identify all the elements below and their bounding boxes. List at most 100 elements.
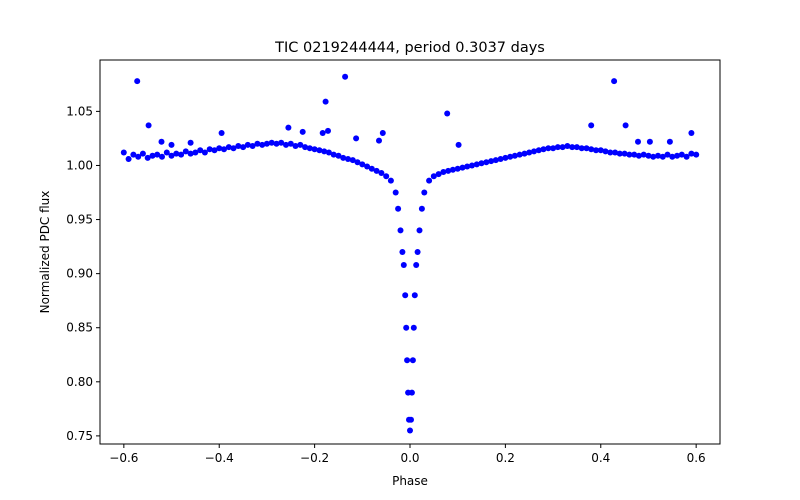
data-point	[139, 150, 146, 157]
data-point	[400, 262, 407, 268]
data-point	[359, 161, 366, 168]
data-point	[678, 151, 685, 158]
data-point	[373, 167, 380, 174]
chart-title: TIC 0219244444, period 0.3037 days	[274, 40, 545, 56]
x-tick-label: 0.2	[496, 451, 515, 465]
data-point	[158, 138, 165, 145]
data-point	[353, 135, 360, 142]
data-point	[444, 110, 451, 117]
x-tick-label: 0.0	[400, 451, 419, 465]
data-point	[455, 141, 462, 148]
data-point	[631, 151, 638, 158]
data-point	[283, 141, 289, 148]
data-point	[230, 145, 237, 152]
data-point	[588, 146, 595, 153]
data-point	[635, 152, 642, 159]
data-point	[688, 150, 695, 157]
data-point	[488, 158, 495, 165]
data-point	[182, 148, 189, 155]
data-point	[583, 145, 590, 152]
data-point	[573, 144, 580, 151]
data-point	[664, 151, 671, 158]
data-point	[149, 152, 156, 159]
data-point	[218, 130, 225, 136]
data-point	[554, 144, 561, 151]
data-point	[602, 148, 609, 155]
data-point	[379, 130, 386, 136]
data-point	[376, 137, 382, 144]
data-point	[616, 150, 623, 157]
x-axis-label: Phase	[392, 474, 428, 488]
data-point	[410, 324, 417, 331]
data-point	[411, 292, 418, 299]
data-point	[325, 149, 332, 156]
data-point	[413, 262, 420, 268]
data-point	[421, 189, 428, 196]
data-point	[206, 146, 213, 153]
data-point	[435, 171, 442, 178]
data-point	[531, 148, 537, 155]
data-point	[626, 151, 633, 158]
data-point	[325, 127, 331, 134]
y-tick-label: 0.90	[66, 267, 93, 281]
data-point	[416, 227, 423, 234]
data-point	[497, 156, 504, 162]
data-point	[409, 357, 416, 364]
data-point	[464, 163, 471, 170]
data-point	[408, 389, 415, 396]
data-point	[354, 159, 361, 166]
data-point	[319, 130, 326, 136]
data-point	[335, 152, 342, 159]
data-point	[611, 78, 618, 85]
data-point	[612, 149, 619, 156]
data-point	[569, 144, 576, 151]
data-point	[225, 144, 232, 151]
data-point	[159, 153, 165, 160]
data-point	[669, 153, 676, 160]
data-points	[120, 73, 700, 434]
data-point	[526, 149, 533, 156]
data-point	[459, 164, 466, 171]
data-point	[235, 143, 242, 149]
data-point	[683, 153, 690, 160]
data-point	[666, 138, 673, 145]
data-point	[640, 151, 647, 158]
data-point	[299, 128, 306, 135]
data-point	[240, 144, 247, 151]
data-point	[659, 153, 666, 160]
data-point	[378, 170, 385, 176]
data-point	[646, 138, 653, 145]
data-point	[306, 145, 313, 152]
data-point	[404, 357, 411, 364]
data-point	[287, 140, 294, 147]
data-point	[349, 157, 356, 164]
y-tick-label: 0.85	[66, 321, 93, 335]
data-point	[454, 165, 461, 172]
data-point	[330, 151, 337, 158]
data-point	[322, 98, 329, 105]
data-point	[340, 154, 347, 161]
data-point	[302, 144, 309, 151]
data-point	[418, 205, 425, 212]
data-point	[655, 152, 661, 159]
data-point	[564, 143, 571, 149]
data-point	[173, 150, 180, 157]
data-point	[645, 152, 652, 159]
data-point	[145, 122, 152, 129]
data-point	[507, 153, 514, 160]
data-point	[414, 249, 421, 255]
data-point	[449, 166, 456, 173]
data-point	[473, 161, 480, 168]
data-point	[492, 157, 499, 164]
data-point	[383, 173, 390, 180]
data-point	[130, 151, 137, 158]
data-point	[187, 150, 194, 157]
plot-frame	[99, 59, 721, 445]
y-tick-label: 1.05	[66, 104, 93, 118]
data-point	[597, 147, 604, 154]
data-point	[635, 138, 641, 145]
data-point	[211, 147, 218, 154]
data-point	[244, 141, 251, 148]
y-tick-label: 0.95	[66, 213, 93, 227]
